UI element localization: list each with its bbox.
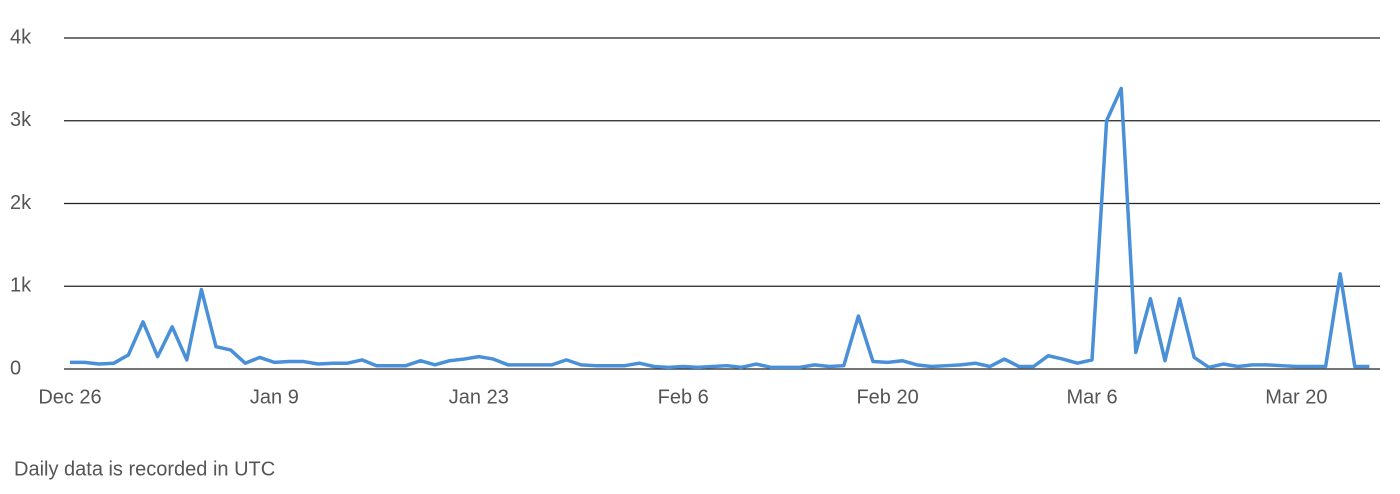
caption: Daily data is recorded in UTC xyxy=(14,458,275,480)
y-tick-label: 3k xyxy=(10,109,32,131)
y-tick-label: 4k xyxy=(10,26,32,48)
y-tick-label: 2k xyxy=(10,192,32,214)
y-tick-label: 0 xyxy=(10,357,21,379)
x-tick-label: Feb 6 xyxy=(658,386,709,408)
x-tick-label: Jan 9 xyxy=(250,386,299,408)
x-tick-label: Mar 6 xyxy=(1066,386,1117,408)
data-line xyxy=(70,86,1370,370)
x-tick-label: Mar 20 xyxy=(1265,386,1327,408)
y-tick-label: 1k xyxy=(10,275,32,297)
x-tick-label: Dec 26 xyxy=(38,386,101,408)
x-tick-label: Feb 20 xyxy=(856,386,918,408)
x-tick-label: Jan 23 xyxy=(449,386,509,408)
